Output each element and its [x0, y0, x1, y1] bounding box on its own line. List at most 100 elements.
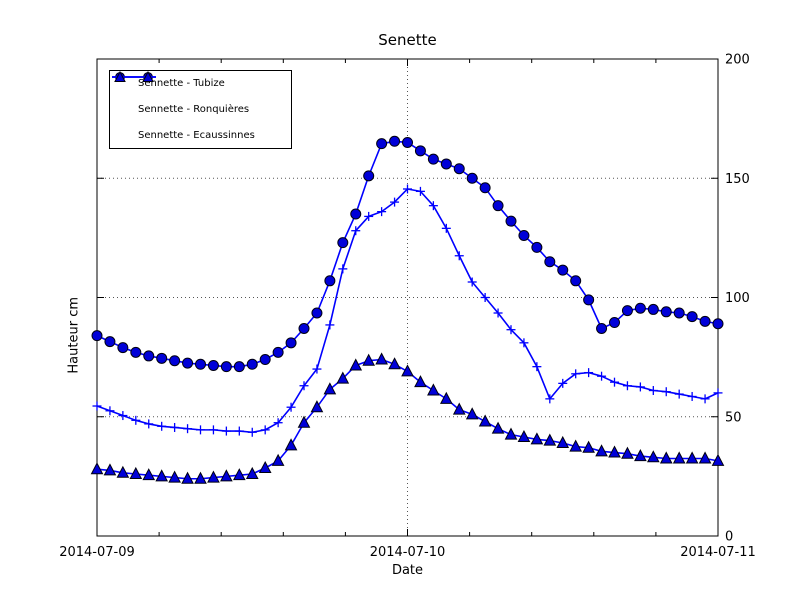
triangle-marker: [168, 470, 181, 483]
triangle-marker: [181, 471, 194, 484]
triangle-marker: [362, 353, 376, 366]
triangle-marker: [129, 466, 143, 479]
circle-marker: [570, 275, 582, 287]
circle-marker: [492, 200, 504, 212]
triangle-marker: [491, 421, 505, 434]
circle-marker: [557, 264, 569, 276]
circle-marker: [233, 361, 245, 373]
circle-marker: [402, 136, 413, 148]
circle-marker: [466, 172, 478, 184]
triangle-marker: [414, 375, 427, 388]
circle-marker: [660, 306, 672, 318]
y-tick-label: 150: [725, 172, 750, 187]
circle-marker: [376, 138, 388, 150]
triangle-marker: [116, 465, 130, 478]
circle-marker: [195, 358, 206, 370]
triangle-marker: [310, 400, 324, 413]
circle-marker: [596, 323, 608, 335]
legend-label: Sennette - Tubize: [138, 78, 225, 90]
triangle-marker: [142, 468, 156, 481]
triangle-marker: [207, 470, 220, 483]
triangle-marker: [556, 435, 570, 448]
circle-marker: [363, 170, 375, 182]
y-tick-label: 200: [725, 53, 750, 68]
triangle-marker: [672, 451, 686, 464]
circle-marker: [712, 318, 724, 330]
circle-marker: [389, 135, 401, 147]
legend-label: Sennette - Ronquières: [138, 103, 250, 115]
triangle-marker: [220, 469, 233, 482]
circle-marker: [479, 182, 491, 194]
triangle-marker: [271, 453, 285, 466]
circle-marker: [427, 153, 439, 165]
circle-marker: [621, 305, 633, 317]
legend-entry: Sennette - Ronquières: [110, 73, 291, 115]
triangle-marker: [336, 371, 350, 384]
circle-marker: [583, 294, 595, 306]
triangle-marker: [90, 462, 104, 475]
circle-marker: [531, 241, 543, 253]
triangle-marker: [401, 364, 414, 377]
circle-marker: [259, 354, 271, 366]
circle-marker: [272, 346, 284, 358]
x-axis-label: Date: [391, 563, 424, 578]
circle-marker: [699, 315, 711, 327]
circle-marker: [686, 311, 698, 323]
y-tick-label: 50: [725, 410, 742, 425]
triangle-marker: [323, 382, 337, 395]
legend: Sennette - Tubize Sennette - Ronquières Se…: [109, 70, 292, 149]
y-tick-label: 0: [725, 530, 733, 545]
legend-entry: Sennette - Ecaussinnes: [110, 70, 291, 141]
triangle-marker: [517, 429, 531, 443]
triangle-marker: [388, 357, 401, 370]
triangle-marker: [349, 358, 363, 371]
circle-marker: [143, 350, 155, 362]
circle-marker: [337, 237, 349, 249]
circle-marker: [609, 317, 620, 329]
triangle-marker: [245, 466, 259, 479]
chart-title: Senette: [378, 31, 437, 49]
circle-marker: [518, 229, 530, 241]
circle-marker: [156, 352, 168, 364]
circle-marker: [440, 158, 452, 170]
circle-marker: [634, 302, 646, 314]
triangle-marker: [155, 469, 169, 482]
triangle-marker: [297, 415, 311, 428]
triangle-marker: [595, 444, 608, 457]
triangle-marker: [646, 450, 660, 463]
legend-label: Sennette - Ecaussinnes: [138, 129, 255, 141]
circle-marker: [673, 307, 685, 319]
circle-marker: [544, 256, 556, 268]
circle-marker: [453, 163, 465, 175]
circle-marker: [298, 323, 310, 335]
circle-marker: [246, 358, 258, 370]
triangle-marker: [698, 451, 712, 464]
circle-marker: [91, 330, 103, 342]
triangle-marker: [232, 468, 246, 481]
circle-marker: [117, 342, 129, 354]
circle-marker: [207, 359, 219, 371]
circle-marker: [130, 346, 142, 358]
x-tick-label: 2014-07-10: [370, 545, 446, 560]
circle-marker: [350, 208, 362, 220]
x-tick-label: 2014-07-09: [59, 545, 135, 560]
triangle-icon: [112, 70, 156, 82]
triangle-marker: [478, 414, 492, 427]
triangle-marker: [685, 451, 699, 464]
circle-marker: [505, 215, 517, 227]
triangle-marker: [284, 438, 298, 451]
circle-marker: [220, 361, 232, 373]
y-tick-label: 100: [725, 291, 750, 306]
circle-marker: [169, 355, 181, 367]
triangle-marker: [582, 440, 595, 453]
triangle-marker: [504, 427, 518, 440]
circle-marker: [104, 336, 116, 348]
triangle-marker: [258, 460, 272, 474]
triangle-marker: [465, 407, 479, 420]
triangle-marker: [543, 433, 557, 446]
triangle-marker: [711, 453, 725, 466]
triangle-marker: [659, 451, 673, 464]
triangle-marker: [569, 439, 583, 452]
triangle-marker: [634, 449, 647, 462]
